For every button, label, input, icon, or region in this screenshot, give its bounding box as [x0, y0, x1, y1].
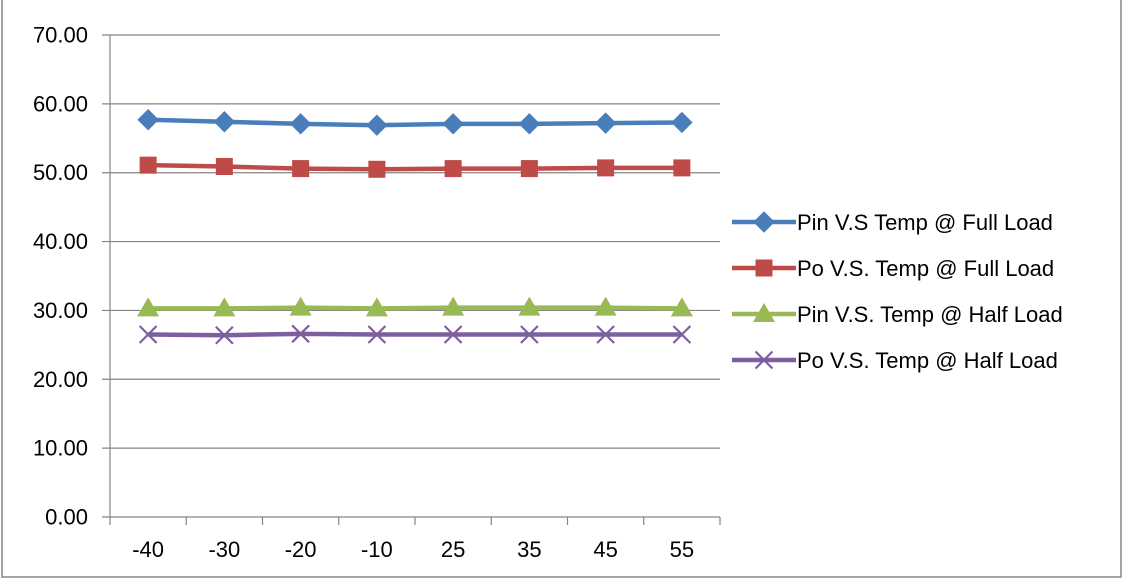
legend-marker — [755, 259, 773, 277]
data-point — [597, 159, 615, 177]
x-tick-label: -10 — [361, 537, 393, 562]
y-tick-label: 70.00 — [33, 23, 88, 48]
y-tick-label: 40.00 — [33, 229, 88, 254]
series-lines — [137, 108, 693, 345]
x-tick-label: -30 — [208, 537, 240, 562]
x-tick-label: 35 — [517, 537, 541, 562]
legend-label: Pin V.S. Temp @ Half Load — [797, 302, 1063, 327]
data-point — [518, 113, 541, 135]
legend-item: Pin V.S Temp @ Full Load — [732, 210, 1053, 235]
legend-item: Po V.S. Temp @ Half Load — [732, 348, 1058, 373]
data-point — [368, 160, 386, 178]
axes: 0.00 10.00 20.00 30.00 40.00 50.00 60.00 70.00 -… — [33, 23, 721, 562]
legend-label: Pin V.S Temp @ Full Load — [797, 210, 1053, 235]
data-point — [289, 113, 312, 135]
data-point — [520, 160, 538, 178]
data-point — [139, 156, 157, 174]
data-point — [137, 297, 160, 317]
y-tick-label: 30.00 — [33, 298, 88, 323]
legend-label: Po V.S. Temp @ Half Load — [797, 348, 1058, 373]
data-point — [444, 160, 462, 178]
data-point — [292, 160, 310, 178]
legend-marker — [753, 303, 775, 322]
data-point — [673, 159, 691, 177]
y-tick-label: 20.00 — [33, 367, 88, 392]
legend-marker — [753, 211, 775, 233]
data-point — [442, 113, 464, 135]
data-point — [443, 325, 463, 344]
series-line — [148, 305, 682, 311]
x-tick-label: 25 — [441, 537, 465, 562]
data-point — [671, 111, 693, 134]
series-4 — [138, 324, 692, 345]
x-tick-label: -40 — [132, 537, 164, 562]
data-point — [213, 297, 236, 317]
series-line — [148, 117, 682, 128]
y-tick-label: 60.00 — [33, 91, 88, 116]
data-point — [138, 325, 158, 344]
data-point — [289, 296, 312, 316]
series-line — [148, 162, 682, 172]
data-point — [367, 325, 387, 344]
data-point — [672, 325, 692, 344]
data-point — [442, 296, 465, 316]
data-point — [596, 325, 615, 344]
data-point — [520, 325, 539, 344]
legend-item: Po V.S. Temp @ Full Load — [732, 256, 1054, 281]
data-point — [366, 114, 388, 136]
data-point — [594, 296, 617, 316]
y-tick-label: 50.00 — [33, 160, 88, 185]
legend-label: Po V.S. Temp @ Full Load — [797, 256, 1054, 281]
x-tick-label: 55 — [670, 537, 694, 562]
x-tick-label: 45 — [593, 537, 617, 562]
legend-marker — [754, 350, 774, 370]
data-point — [594, 112, 617, 134]
series-1 — [137, 108, 693, 136]
data-point — [137, 108, 159, 131]
series-3 — [137, 296, 693, 317]
gridlines — [102, 34, 720, 518]
series-2 — [139, 156, 691, 178]
data-point — [215, 325, 234, 345]
legend-item: Pin V.S. Temp @ Half Load — [732, 302, 1063, 327]
x-tick-label: -20 — [285, 537, 317, 562]
data-point — [215, 158, 233, 176]
data-point — [365, 297, 388, 317]
series-line — [148, 331, 682, 338]
data-point — [213, 111, 236, 133]
y-tick-label: 10.00 — [33, 436, 88, 461]
data-point — [291, 324, 310, 344]
data-point — [670, 297, 693, 317]
y-tick-label: 0.00 — [45, 505, 88, 530]
legend: Pin V.S Temp @ Full Load Po V.S. Temp @ F… — [732, 210, 1063, 373]
data-point — [518, 296, 541, 316]
